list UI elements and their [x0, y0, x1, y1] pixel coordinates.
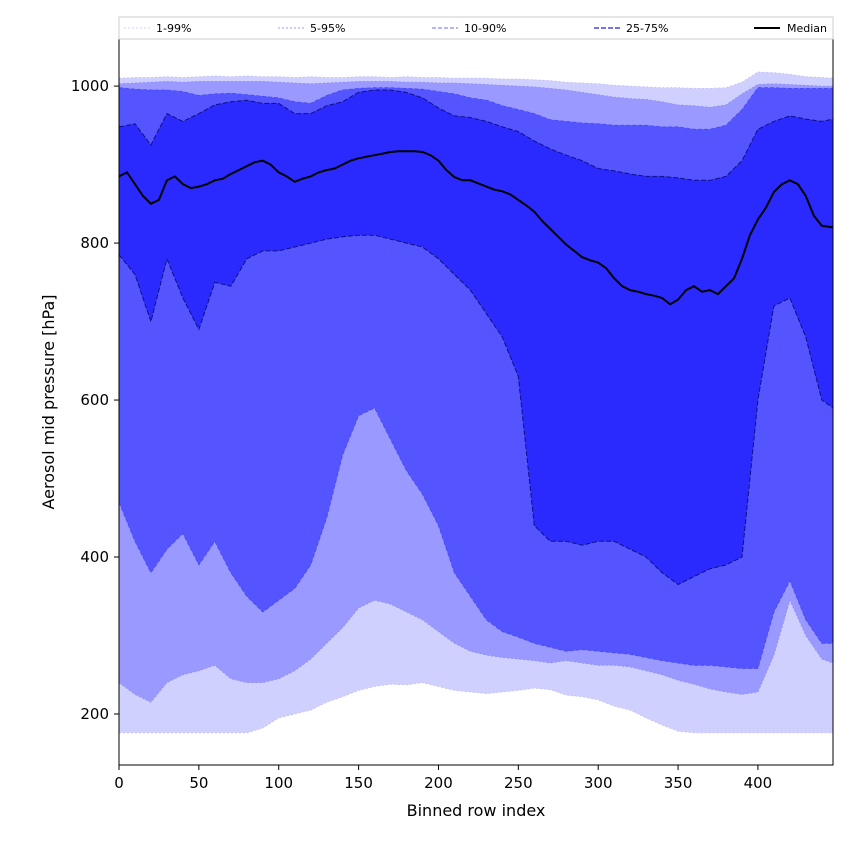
- x-axis: 0 50 100 150 200 250 300 350 400: [114, 765, 772, 792]
- legend-frame: [118, 16, 834, 40]
- y-tick-label: 800: [80, 234, 109, 252]
- x-tick-label: 350: [664, 774, 693, 792]
- legend: 1-99% 5-95% 10-90% 25-75% Median: [118, 16, 834, 40]
- band-25-75: [119, 90, 833, 585]
- x-tick-label: 400: [744, 774, 773, 792]
- y-tick-label: 200: [80, 705, 109, 723]
- x-tick-label: 250: [504, 774, 533, 792]
- y-axis: 200 400 600 800 1000: [71, 77, 119, 723]
- x-tick-label: 150: [344, 774, 373, 792]
- percentile-bands: [119, 72, 833, 733]
- y-tick-label: 400: [80, 548, 109, 566]
- legend-label-10-90: 10-90%: [464, 22, 506, 35]
- band-25-75-lower-edge: [118, 234, 834, 586]
- legend-label-5-95: 5-95%: [310, 22, 345, 35]
- legend-label-median: Median: [787, 22, 827, 35]
- x-tick-label: 50: [189, 774, 208, 792]
- x-tick-label: 200: [424, 774, 453, 792]
- percentile-band-edges: [118, 71, 834, 734]
- x-tick-label: 0: [114, 774, 124, 792]
- x-tick-label: 300: [584, 774, 613, 792]
- band-5-95-upper-edge: [118, 80, 833, 108]
- y-tick-label: 1000: [71, 77, 109, 95]
- band-10-90-lower-edge: [118, 407, 833, 669]
- plot-area: [118, 71, 834, 734]
- band-25-75-upper-edge: [118, 89, 834, 181]
- legend-label-1-99: 1-99%: [156, 22, 191, 35]
- band-1-99-lower-edge: [119, 682, 833, 734]
- x-tick-label: 100: [264, 774, 293, 792]
- legend-label-25-75: 25-75%: [626, 22, 668, 35]
- median-line: [118, 150, 834, 306]
- band-10-90-upper-edge: [118, 87, 833, 130]
- y-tick-label: 600: [80, 391, 109, 409]
- x-axis-label: Binned row index: [407, 801, 546, 820]
- y-axis-label: Aerosol mid pressure [hPa]: [39, 294, 58, 509]
